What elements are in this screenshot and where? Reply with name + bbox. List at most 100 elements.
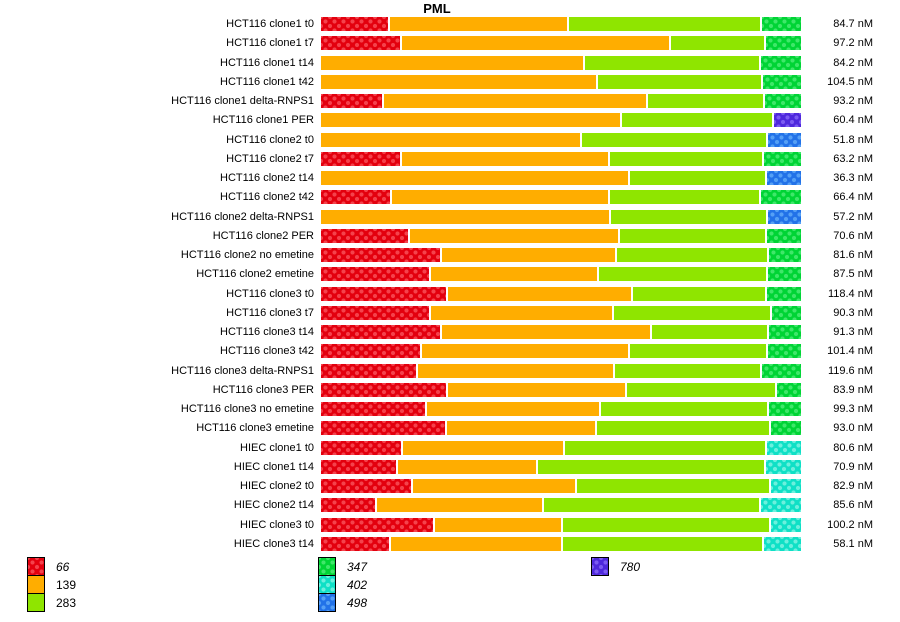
bar-segment-347 xyxy=(769,248,801,262)
row-label: HCT116 clone3 emetine xyxy=(196,422,314,435)
bar-segment-347 xyxy=(762,363,801,378)
bar-segment-347 xyxy=(768,267,801,282)
bar-segment-780 xyxy=(774,113,801,128)
bar-segment-283 xyxy=(538,459,766,474)
legend-swatch-66 xyxy=(27,557,45,576)
stacked-bar xyxy=(321,36,801,51)
chart-row: HCT116 clone3 t7 90.3 nM xyxy=(0,305,873,325)
bar-segment-347 xyxy=(767,286,801,301)
legend-swatch-347 xyxy=(318,557,336,576)
legend-label: 66 xyxy=(56,559,70,574)
row-value: 57.2 nM xyxy=(833,210,873,223)
bar-segment-283 xyxy=(648,94,765,108)
row-label: HCT116 clone3 t0 xyxy=(226,287,314,300)
row-label: HCT116 clone3 no emetine xyxy=(180,403,314,415)
chart-row: HCT116 clone2 PER 70.6 nM xyxy=(0,228,873,248)
bar-segment-347 xyxy=(767,228,801,243)
row-value: 100.2 nM xyxy=(827,518,873,531)
stacked-bar xyxy=(321,17,801,31)
bar-segment-66 xyxy=(321,17,390,31)
bar-segment-66 xyxy=(321,305,431,320)
stacked-bar xyxy=(321,94,801,108)
row-label: HCT116 clone3 PER xyxy=(212,383,314,396)
bar-segment-139 xyxy=(321,209,611,224)
row-value: 93.2 nM xyxy=(833,95,873,107)
row-label: HCT116 clone2 PER xyxy=(212,229,314,242)
stacked-bar xyxy=(321,382,801,397)
bar-segment-283 xyxy=(598,74,763,89)
bar-segment-347 xyxy=(769,402,801,416)
legend-swatch-402 xyxy=(318,575,336,594)
bar-segment-347 xyxy=(766,36,801,51)
bar-segment-347 xyxy=(761,55,801,70)
stacked-bar xyxy=(321,479,801,493)
bar-segment-347 xyxy=(763,74,801,89)
bar-segment-402 xyxy=(764,536,801,551)
chart-row: HCT116 clone3 no emetine 99.3 nM xyxy=(0,402,873,421)
bar-segment-283 xyxy=(599,267,768,282)
row-label: HIEC clone1 t14 xyxy=(233,460,314,473)
stacked-bar xyxy=(321,286,801,301)
row-value: 58.1 nM xyxy=(833,537,873,550)
bar-segment-66 xyxy=(321,94,384,108)
row-value: 93.0 nM xyxy=(833,422,873,435)
stacked-bar xyxy=(321,171,801,185)
bar-segment-283 xyxy=(585,55,761,70)
row-label: HCT116 clone2 delta-RNPS1 xyxy=(171,210,314,223)
bar-segment-139 xyxy=(321,113,622,128)
stacked-bar xyxy=(321,536,801,551)
stacked-bar xyxy=(321,190,801,205)
chart-title: PML xyxy=(423,1,451,16)
row-value: 85.6 nM xyxy=(833,499,873,512)
stacked-bar xyxy=(321,344,801,359)
row-value: 36.3 nM xyxy=(833,172,873,184)
legend-swatch-780 xyxy=(591,557,609,576)
bar-segment-498 xyxy=(768,209,801,224)
bar-segment-139 xyxy=(410,228,620,243)
row-label: HIEC clone2 t14 xyxy=(233,499,314,512)
row-value: 118.4 nM xyxy=(827,287,873,300)
bar-segment-283 xyxy=(614,305,772,320)
bar-segment-139 xyxy=(435,517,563,532)
bar-segment-283 xyxy=(601,402,769,416)
row-label: HCT116 clone2 t14 xyxy=(220,172,314,184)
row-value: 80.6 nM xyxy=(833,441,873,454)
row-value: 99.3 nM xyxy=(833,403,873,415)
bar-segment-66 xyxy=(321,151,402,166)
bar-segment-139 xyxy=(431,305,614,320)
row-value: 119.6 nM xyxy=(827,364,873,377)
chart-row: HCT116 clone1 t42 104.5 nM xyxy=(0,74,873,94)
row-label: HIEC clone2 t0 xyxy=(240,480,314,492)
row-label: HCT116 clone3 t7 xyxy=(226,306,314,319)
bar-segment-139 xyxy=(384,94,648,108)
chart-row: HCT116 clone1 t0 84.7 nM xyxy=(0,17,873,36)
bar-segment-139 xyxy=(321,55,585,70)
row-label: HCT116 clone3 t42 xyxy=(220,345,314,358)
bar-segment-66 xyxy=(321,421,447,436)
row-value: 63.2 nM xyxy=(833,152,873,165)
bar-segment-139 xyxy=(431,267,599,282)
row-value: 66.4 nM xyxy=(833,191,873,204)
bar-segment-66 xyxy=(321,536,391,551)
chart-row: HCT116 clone2 no emetine 81.6 nM xyxy=(0,248,873,267)
row-value: 87.5 nM xyxy=(833,268,873,281)
bar-segment-66 xyxy=(321,190,392,205)
bar-segment-283 xyxy=(652,325,769,339)
bar-segment-139 xyxy=(390,17,569,31)
bar-segment-283 xyxy=(563,517,771,532)
bar-segment-283 xyxy=(627,382,777,397)
bar-segment-283 xyxy=(565,440,767,455)
bar-segment-283 xyxy=(582,132,768,147)
bar-segment-139 xyxy=(321,132,582,147)
chart-row: HCT116 clone2 t7 63.2 nM xyxy=(0,151,873,171)
bar-segment-139 xyxy=(391,536,563,551)
bar-segment-402 xyxy=(767,440,801,455)
bar-segment-66 xyxy=(321,325,442,339)
bar-segment-139 xyxy=(392,190,610,205)
bar-segment-283 xyxy=(633,286,767,301)
bar-segment-139 xyxy=(448,382,627,397)
legend-swatch-139 xyxy=(27,575,45,594)
bar-segment-283 xyxy=(597,421,771,436)
bar-segment-347 xyxy=(771,421,801,436)
legend-label: 402 xyxy=(347,577,368,592)
